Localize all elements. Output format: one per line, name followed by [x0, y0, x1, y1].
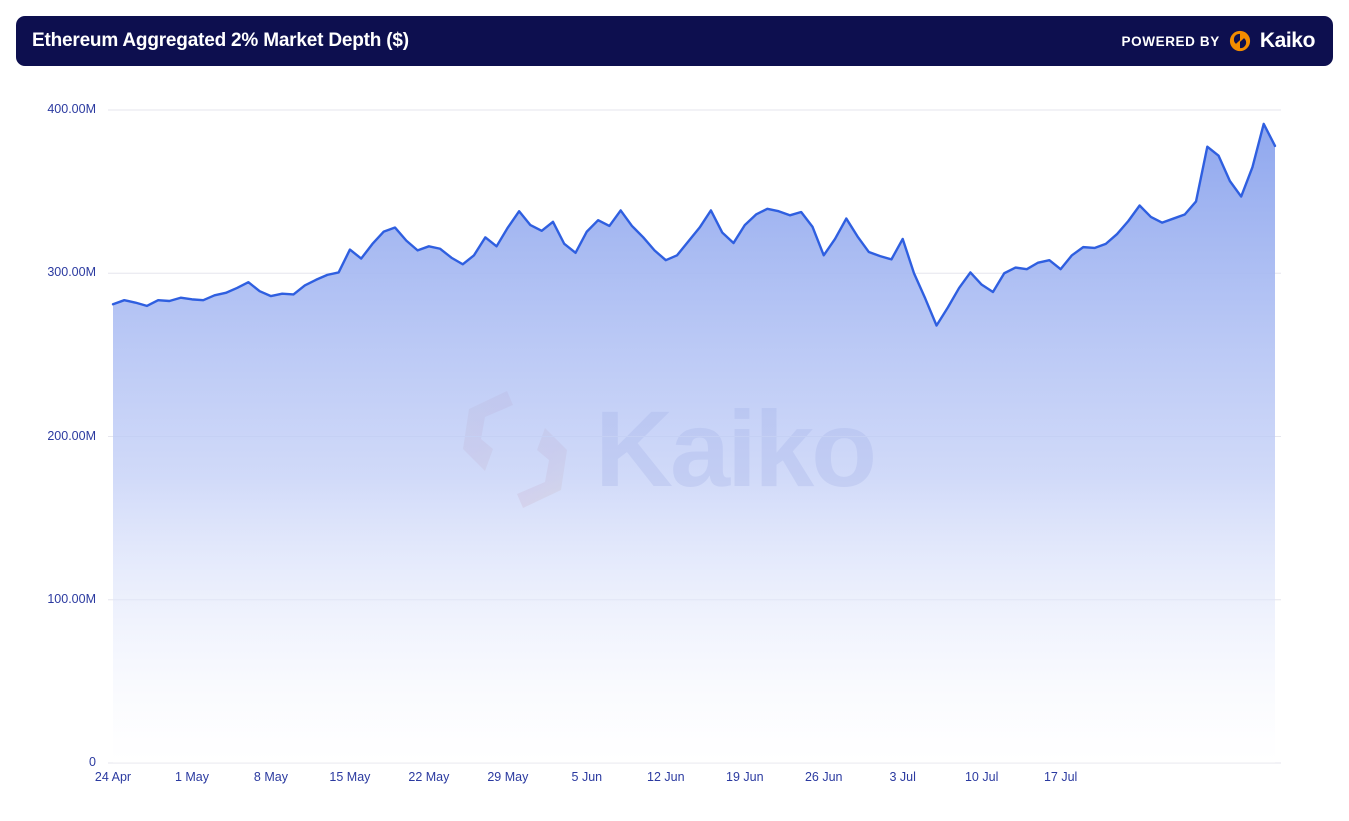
x-axis-tick-label: 10 Jul: [964, 770, 999, 784]
y-axis-tick-label: 400.00M: [47, 102, 96, 116]
chart-header-bar: Ethereum Aggregated 2% Market Depth ($) …: [16, 16, 1333, 66]
brand-wordmark: Kaiko: [1259, 29, 1316, 52]
y-axis-tick-label: 300.00M: [47, 265, 96, 280]
chart-line: [111, 122, 1277, 327]
x-axis-tick-label: 29 May: [487, 770, 529, 784]
x-axis-tick-label: 24 Apr: [94, 770, 132, 784]
powered-by-badge: POWERED BY Kaiko: [1121, 29, 1316, 53]
x-axis-tick-label: 8 May: [253, 770, 288, 784]
kaiko-logo-icon: [1229, 30, 1251, 52]
x-axis-tick-label: 1 May: [174, 770, 209, 784]
x-axis-tick-label: 26 Jun: [804, 770, 843, 784]
y-axis-tick-label: 0: [89, 755, 96, 769]
x-axis-tick-label: 15 May: [329, 770, 371, 784]
x-axis-tick-label: 22 May: [408, 770, 450, 784]
x-axis-tick-label: 3 Jul: [889, 770, 916, 784]
x-axis-tick-label: 12 Jun: [647, 770, 685, 784]
chart-area-fill: [113, 123, 1275, 763]
y-axis-tick-label: 200.00M: [47, 428, 96, 443]
x-axis-tick-label: 19 Jun: [726, 770, 764, 784]
x-axis-tick-label: 17 Jul: [1043, 770, 1078, 784]
powered-by-label: POWERED BY: [1121, 33, 1220, 49]
page-title: Ethereum Aggregated 2% Market Depth ($): [32, 30, 409, 51]
y-axis-tick-label: 100.00M: [47, 591, 96, 606]
x-axis-tick-label: 5 Jun: [571, 770, 603, 784]
